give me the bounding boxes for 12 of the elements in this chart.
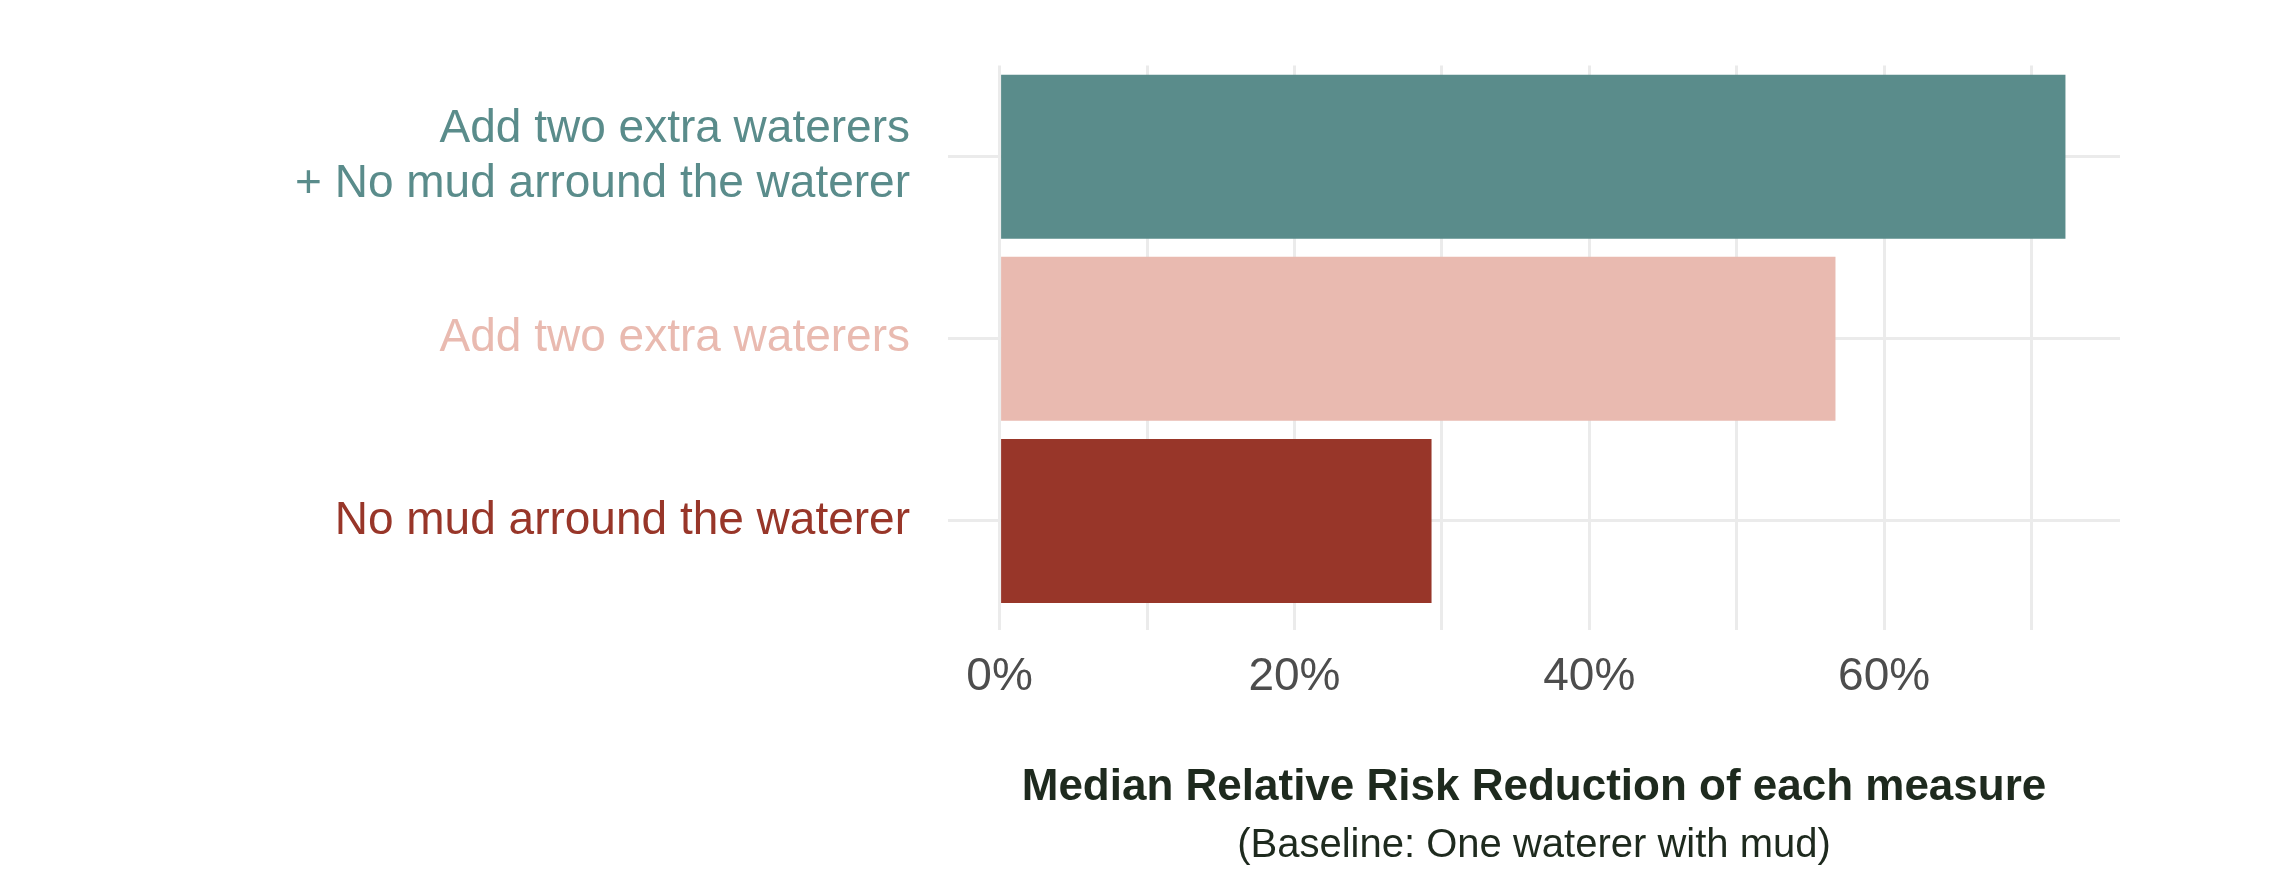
text: (Baseline: One waterer with mud) [1237, 821, 1831, 866]
x-axis-title: Median Relative Risk Reduction of each measure [1021, 760, 2047, 810]
y-tick-label: Add two extra waterers [439, 309, 910, 362]
bar [1001, 256, 1836, 421]
y-tick-label: No mud arround the waterer [334, 491, 910, 544]
x-tick-label: 20% [1248, 648, 1341, 701]
x-tick-label: 0% [966, 648, 1033, 701]
x-tick-label: 40% [1543, 648, 1636, 701]
y-tick-label: Add two extra waterers + No mud arround the waterer [295, 99, 910, 207]
bar [1001, 438, 1432, 603]
x-tick-label: 60% [1838, 648, 1931, 701]
bar [1001, 74, 2066, 239]
